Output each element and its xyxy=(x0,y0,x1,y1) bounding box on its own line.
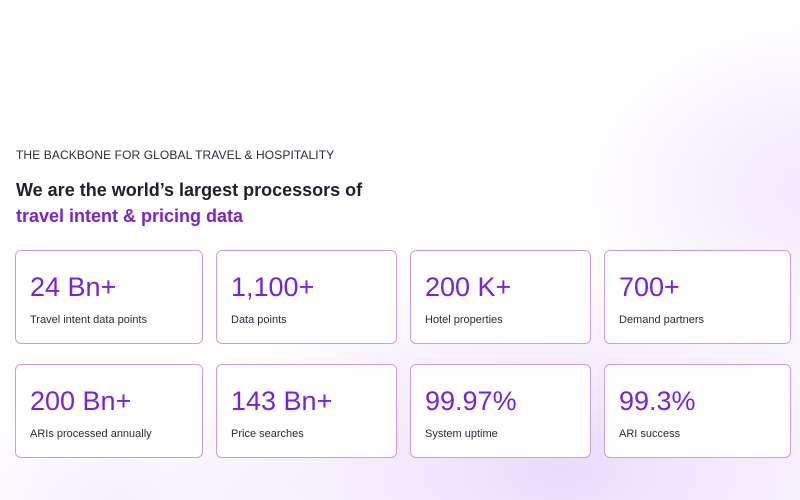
stat-value: 99.97% xyxy=(425,386,517,416)
stat-value: 200 Bn+ xyxy=(30,386,132,416)
section-eyebrow: THE BACKBONE FOR GLOBAL TRAVEL & HOSPITA… xyxy=(16,148,335,162)
stat-label: System uptime xyxy=(425,428,498,440)
stats-section-header: THE BACKBONE FOR GLOBAL TRAVEL & HOSPITA… xyxy=(16,148,792,229)
section-heading: We are the world’s largest processors of… xyxy=(16,177,792,229)
stat-label: Travel intent data points xyxy=(30,314,147,326)
heading-line-2-accent: travel intent & pricing data xyxy=(16,206,244,226)
stat-label: ARI success xyxy=(619,428,681,440)
stat-card: 200 K+ Hotel properties xyxy=(410,250,591,344)
stat-card: 700+ Demand partners xyxy=(604,250,791,344)
stat-value: 24 Bn+ xyxy=(30,272,117,302)
stat-card: 99.97% System uptime xyxy=(410,364,591,458)
stat-value: 1,100+ xyxy=(231,272,315,302)
stat-value: 700+ xyxy=(619,272,680,302)
stat-label: Data points xyxy=(231,314,287,326)
stat-label: Demand partners xyxy=(619,314,704,326)
stat-label: ARIs processed annually xyxy=(30,428,152,440)
stat-label: Price searches xyxy=(231,428,304,440)
stat-card: 99.3% ARI success xyxy=(604,364,791,458)
stat-label: Hotel properties xyxy=(425,314,503,326)
stat-card: 1,100+ Data points xyxy=(216,250,397,344)
stat-card: 200 Bn+ ARIs processed annually xyxy=(15,364,203,458)
heading-line-1: We are the world’s largest processors of xyxy=(16,180,363,200)
stat-card: 24 Bn+ Travel intent data points xyxy=(15,250,203,344)
stat-card: 143 Bn+ Price searches xyxy=(216,364,397,458)
stat-value: 99.3% xyxy=(619,386,696,416)
stats-grid: 24 Bn+ Travel intent data points 1,100+ … xyxy=(15,250,792,458)
stat-value: 200 K+ xyxy=(425,272,512,302)
stat-value: 143 Bn+ xyxy=(231,386,333,416)
